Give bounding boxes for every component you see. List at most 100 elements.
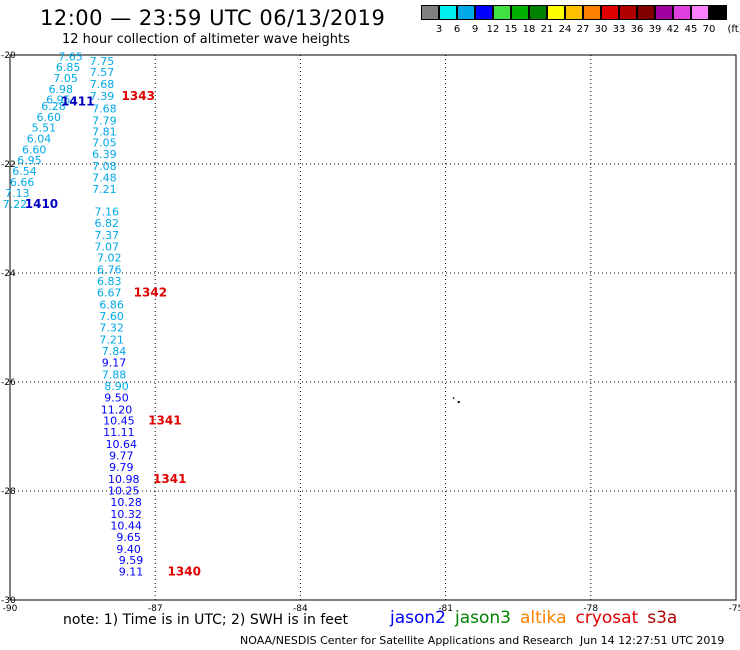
lon-tick-label: -75 bbox=[729, 604, 740, 614]
wave-height-value: 6.86 bbox=[99, 299, 124, 312]
wave-height-value: 7.68 bbox=[92, 102, 117, 115]
island-dot bbox=[457, 401, 460, 404]
wave-height-value: 9.79 bbox=[109, 461, 134, 474]
legend-label: 15 bbox=[504, 24, 518, 35]
legend-label: 36 bbox=[630, 24, 644, 35]
wave-height-value: 9.50 bbox=[104, 391, 129, 404]
wave-height-value: 6.83 bbox=[97, 275, 122, 288]
legend-swatch bbox=[601, 5, 619, 20]
wave-height-value: 10.28 bbox=[110, 496, 142, 509]
legend-swatch bbox=[547, 5, 565, 20]
wave-height-value: 7.84 bbox=[102, 345, 127, 358]
legend-swatch bbox=[457, 5, 475, 20]
wave-height-value: 6.82 bbox=[95, 217, 120, 230]
wave-height-value: 7.21 bbox=[99, 333, 124, 346]
wave-height-value: 9.77 bbox=[109, 450, 134, 463]
lon-tick-label: -87 bbox=[148, 604, 163, 614]
pass-time-label: 1341 bbox=[148, 414, 181, 428]
legend-swatch bbox=[637, 5, 655, 20]
legend-label: 45 bbox=[684, 24, 698, 35]
map-frame bbox=[9, 54, 737, 601]
satellite-jason3: jason3 bbox=[455, 608, 511, 628]
legend-swatch bbox=[475, 5, 493, 20]
legend-label: 27 bbox=[576, 24, 590, 35]
wave-height-value: 7.57 bbox=[90, 66, 115, 79]
legend-label: 3 bbox=[435, 24, 443, 35]
wave-height-value: 6.54 bbox=[12, 165, 37, 178]
wave-height-value: 6.98 bbox=[49, 83, 74, 96]
legend-swatch bbox=[529, 5, 547, 20]
wave-height-value: 6.39 bbox=[92, 148, 117, 161]
legend-unit: (ft) bbox=[727, 24, 740, 35]
pass-time-label: 1343 bbox=[122, 89, 155, 103]
legend-swatch bbox=[565, 5, 583, 20]
legend-swatch bbox=[583, 5, 601, 20]
satellite-jason2: jason2 bbox=[390, 608, 446, 628]
legend-label: 70 bbox=[702, 24, 716, 35]
pass-time-label: 1411 bbox=[61, 94, 94, 108]
wave-height-value: 7.39 bbox=[90, 90, 115, 103]
wave-height-value: 7.13 bbox=[5, 187, 30, 200]
wave-height-value: 10.64 bbox=[106, 438, 138, 451]
legend-label: 9 bbox=[471, 24, 479, 35]
wave-height-value: 7.79 bbox=[92, 114, 117, 127]
wave-height-value: 7.08 bbox=[92, 160, 117, 173]
lon-tick-label: -90 bbox=[3, 604, 18, 614]
wave-height-value: 5.51 bbox=[32, 121, 57, 134]
wave-height-value: 10.45 bbox=[103, 415, 135, 428]
footer-note: note: 1) Time is in UTC; 2) SWH is in fe… bbox=[63, 612, 349, 628]
satellite-altika: altika bbox=[520, 608, 567, 628]
credit-line: NOAA/NESDIS Center for Satellite Applica… bbox=[240, 634, 574, 647]
wave-height-value: 11.11 bbox=[103, 426, 135, 439]
wave-height-value: 7.81 bbox=[92, 125, 117, 138]
lon-tick-label: -84 bbox=[293, 604, 308, 614]
wave-height-value: 6.60 bbox=[36, 111, 61, 124]
wave-height-value: 7.65 bbox=[58, 51, 83, 64]
lon-tick-label: -78 bbox=[583, 604, 598, 614]
wave-height-value: 6.66 bbox=[10, 176, 35, 189]
wave-height-value: 6.76 bbox=[97, 264, 122, 277]
wave-height-value: 9.40 bbox=[116, 543, 141, 556]
lat-tick-label: -24 bbox=[1, 269, 16, 279]
legend-swatch bbox=[691, 5, 709, 20]
wave-height-value: 9.11 bbox=[119, 566, 144, 579]
lat-tick-label: -30 bbox=[1, 596, 16, 606]
wave-height-value: 10.25 bbox=[108, 484, 140, 497]
legend-swatch bbox=[511, 5, 529, 20]
pass-time-label: 1342 bbox=[134, 286, 167, 300]
wave-height-value: 10.98 bbox=[108, 473, 140, 486]
legend-label: 33 bbox=[612, 24, 626, 35]
wave-height-value: 10.32 bbox=[110, 508, 142, 521]
legend-swatch bbox=[709, 5, 727, 20]
wave-height-value: 7.88 bbox=[102, 368, 127, 381]
island-dot bbox=[452, 397, 455, 399]
wave-height-value: 7.32 bbox=[99, 322, 124, 335]
legend-label: 30 bbox=[594, 24, 608, 35]
satellite-s3a: s3a bbox=[647, 608, 678, 628]
wave-height-value: 7.68 bbox=[90, 78, 115, 91]
wave-height-value: 6.04 bbox=[27, 132, 52, 145]
legend-label: 6 bbox=[453, 24, 461, 35]
generated-timestamp: Jun 14 12:27:51 UTC 2019 bbox=[580, 634, 725, 647]
lat-tick-label: -26 bbox=[1, 378, 16, 388]
legend-label: 18 bbox=[522, 24, 536, 35]
wave-height-value: 10.44 bbox=[110, 519, 142, 532]
wave-height-value: 7.21 bbox=[92, 183, 117, 196]
wave-height-value: 7.05 bbox=[53, 72, 78, 85]
wave-height-value: 8.90 bbox=[104, 380, 129, 393]
legend-swatch bbox=[439, 5, 457, 20]
wave-height-value: 7.22 bbox=[3, 198, 28, 211]
wave-height-value: 6.67 bbox=[97, 287, 122, 300]
legend-label: 12 bbox=[486, 24, 500, 35]
wave-height-value: 7.07 bbox=[95, 240, 120, 253]
lat-tick-label: -22 bbox=[1, 160, 16, 170]
pass-time-label: 1410 bbox=[25, 197, 58, 211]
wave-height-value: 7.05 bbox=[92, 137, 117, 150]
legend-swatch bbox=[493, 5, 511, 20]
legend-swatch bbox=[655, 5, 673, 20]
wave-height-value: 7.16 bbox=[95, 205, 120, 218]
chart-subtitle: 12 hour collection of altimeter wave hei… bbox=[62, 32, 350, 47]
pass-time-label: 1340 bbox=[168, 565, 201, 579]
satellite-cryosat: cryosat bbox=[575, 608, 639, 628]
wave-height-value: 7.60 bbox=[99, 310, 124, 323]
